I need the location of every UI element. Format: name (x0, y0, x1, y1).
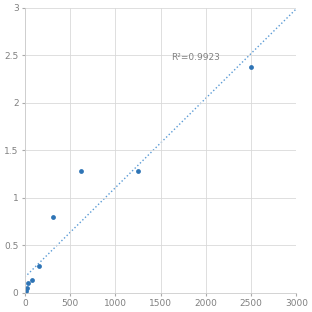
Point (79, 168, 84, 173)
Point (22, 290, 27, 295)
Point (135, 168, 140, 173)
Point (51, 214, 56, 219)
Text: R²=0.9923: R²=0.9923 (171, 53, 220, 62)
Point (249, 64, 254, 69)
Point (29, 278, 34, 283)
Point (23, 288, 28, 293)
Point (37, 264, 41, 269)
Point (26, 280, 31, 285)
Point (24, 285, 29, 290)
